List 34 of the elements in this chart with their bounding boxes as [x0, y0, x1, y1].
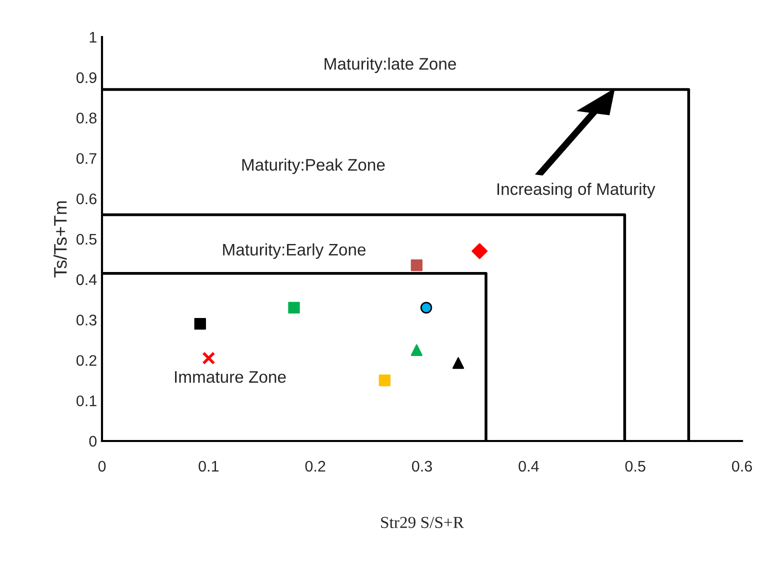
y-tick-label: 0	[89, 436, 97, 447]
annotation: Increasing of Maturity	[497, 182, 656, 198]
x-tick-label: 0.5	[625, 460, 646, 472]
x-tick-label: 0.2	[305, 460, 326, 472]
y-tick-label: 0.3	[76, 314, 96, 326]
x-tick-label: 0	[98, 460, 106, 472]
point	[452, 357, 464, 369]
point	[288, 302, 300, 314]
annotation: Maturity:late Zone	[324, 58, 456, 74]
y-tick-label: 1	[90, 32, 96, 43]
y-tick-label: 0.7	[76, 153, 96, 164]
y-tick-label: 0.9	[76, 72, 96, 84]
annotation: Maturity:Early Zone	[223, 243, 366, 259]
point	[194, 318, 206, 330]
x-tick-label: 0.1	[198, 460, 219, 472]
x-tick-label: 0.3	[412, 460, 432, 472]
y-tick-label: 0.2	[76, 355, 96, 366]
annotation: Maturity:Peak Zone	[242, 158, 385, 174]
y-tick-label: 0.1	[76, 395, 96, 406]
point	[410, 344, 423, 356]
x-axis-title: Str29 S/S+R	[381, 516, 464, 528]
annotation: Immature Zone	[175, 371, 286, 383]
y-axis-title: Ts/Ts+Tm	[54, 201, 67, 278]
x-tick-label: 0.4	[518, 460, 539, 472]
point	[378, 374, 391, 386]
y-tick-label: 0.8	[76, 112, 96, 124]
point	[202, 352, 216, 365]
point	[420, 302, 432, 314]
y-tick-label: 0.4	[76, 274, 97, 286]
x-tick-label: 0.6	[732, 460, 752, 472]
y-tick-label: 0.5	[76, 234, 96, 245]
point	[472, 243, 488, 260]
point	[410, 259, 423, 272]
y-tick-label: 0.6	[76, 193, 96, 204]
